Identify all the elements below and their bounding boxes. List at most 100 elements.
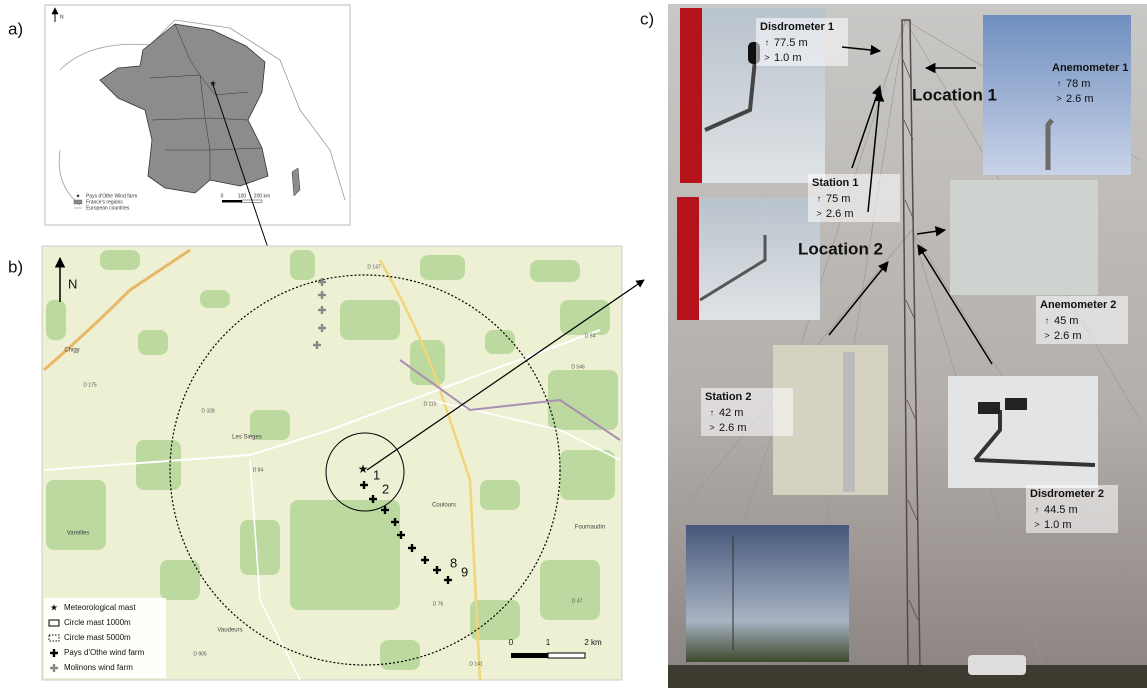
turbine-label: 9	[461, 564, 468, 579]
forest-patch	[290, 500, 400, 610]
legend-label: Molinons wind farm	[64, 663, 133, 672]
pointer-arrow	[917, 244, 993, 365]
road	[43, 248, 191, 372]
molinons-turbine	[315, 341, 319, 349]
panel-label: a)	[8, 19, 23, 38]
forest-patch	[560, 300, 610, 335]
instrument-height: 44.5 m	[1044, 504, 1078, 516]
place-label: Fournaudin	[575, 525, 605, 531]
forest-patch	[485, 330, 515, 354]
road-label: D 546	[571, 364, 585, 370]
pays-dothe-turbine	[371, 495, 375, 503]
instrument-distance: 2.6 m	[826, 208, 854, 220]
forest-patch	[138, 330, 168, 355]
height-icon: ↑	[765, 37, 770, 47]
forest-patch	[380, 640, 420, 670]
legend-label: European countries	[86, 205, 130, 211]
instrument-height: 42 m	[719, 407, 743, 419]
legend-box	[44, 598, 166, 678]
scale-bar	[511, 653, 548, 658]
legend-plus	[52, 649, 56, 657]
forest-patch	[46, 480, 106, 550]
forest-patch	[100, 250, 140, 270]
pays-dothe-turbine	[393, 518, 397, 526]
instrument-photo	[950, 180, 1098, 295]
road-label: D 115	[424, 401, 437, 407]
scale-bar	[547, 652, 586, 659]
pays-dothe-turbine	[446, 576, 450, 584]
pays-dothe-turbine	[435, 566, 439, 574]
location-label: Location 1	[912, 85, 997, 104]
legend-label: Pays d'Othe wind farm	[64, 648, 145, 657]
station-tube	[843, 352, 855, 492]
star: ★	[209, 79, 216, 88]
scale-label: 0	[509, 638, 514, 647]
scale-label: 2 km	[584, 638, 602, 647]
sensor	[1005, 398, 1027, 410]
road-label: D 147	[367, 264, 381, 270]
instrument-name: Disdrometer 1	[760, 21, 834, 33]
place-label: Coulours	[432, 503, 456, 509]
legend-star: ★	[50, 602, 58, 612]
legend-label: Pays d'Othe Wind farm	[86, 193, 137, 199]
pays-dothe-turbine	[399, 531, 403, 539]
forest-patch	[470, 600, 520, 640]
legend-swatch	[48, 619, 60, 627]
legend-label: Circle mast 5000m	[64, 633, 131, 642]
instrument-name: Anemometer 1	[1052, 62, 1128, 74]
site-map: Chigy Les Sièges Vareilles Coulours Vaudeurs…	[43, 248, 645, 681]
turbine-label: 8	[450, 555, 457, 570]
place-label: Vaudeurs	[217, 628, 242, 634]
scale-label: 100	[238, 193, 247, 199]
height-icon: ↑	[1045, 315, 1050, 325]
pays-dothe-turbine	[383, 506, 387, 514]
forest-patch	[46, 300, 66, 340]
pointer-arrow	[841, 44, 882, 56]
instrument-distance: 1.0 m	[774, 52, 802, 64]
road-label: D 141	[469, 661, 483, 667]
instrument-height: 78 m	[1066, 78, 1090, 90]
pays-dothe-turbine	[410, 544, 414, 552]
instrument-height: 45 m	[1054, 315, 1078, 327]
distance-icon: >	[764, 52, 769, 62]
ground	[668, 665, 1147, 688]
place-label: Les Sièges	[232, 435, 262, 441]
label-backdrop	[701, 388, 793, 436]
instrument-photo	[983, 15, 1131, 175]
boundary	[399, 359, 621, 441]
distance-icon: >	[816, 208, 821, 218]
instrument-distance: 1.0 m	[1044, 519, 1072, 531]
pays-dothe-turbine	[362, 481, 366, 489]
forest-patch	[548, 370, 618, 430]
road-label: D 328	[201, 408, 215, 414]
instrument-height: 75 m	[826, 193, 850, 205]
road-label: D 175	[83, 382, 97, 388]
label-backdrop	[1026, 485, 1118, 533]
forest-patch	[410, 340, 445, 385]
instrument-distance: 2.6 m	[719, 422, 747, 434]
legend-label: Meteorological mast	[64, 603, 136, 612]
road	[43, 329, 601, 471]
place-label: Vareilles	[67, 531, 90, 537]
label-backdrop	[756, 18, 848, 66]
legend-star: ★	[76, 193, 81, 199]
pointer-arrow	[916, 226, 947, 237]
forest-patch	[540, 560, 600, 620]
legend-plus	[52, 664, 56, 672]
height-icon: ↑	[1057, 78, 1062, 88]
forest-patch	[250, 410, 290, 440]
corsica	[291, 167, 301, 197]
turbine-label: 2	[382, 481, 389, 496]
forest-patch	[420, 255, 465, 280]
legend-label: Circle mast 1000m	[64, 618, 131, 627]
instrument-distance: 2.6 m	[1054, 330, 1082, 342]
road-label: D 905	[193, 651, 207, 657]
pays-dothe-turbine	[423, 556, 427, 564]
sensor-arm	[973, 410, 1096, 467]
road-label: D 76	[433, 601, 444, 607]
instrument-distance: 2.6 m	[1066, 93, 1094, 105]
road-label: D 54	[585, 333, 596, 339]
turbine-label: 1	[373, 467, 380, 482]
